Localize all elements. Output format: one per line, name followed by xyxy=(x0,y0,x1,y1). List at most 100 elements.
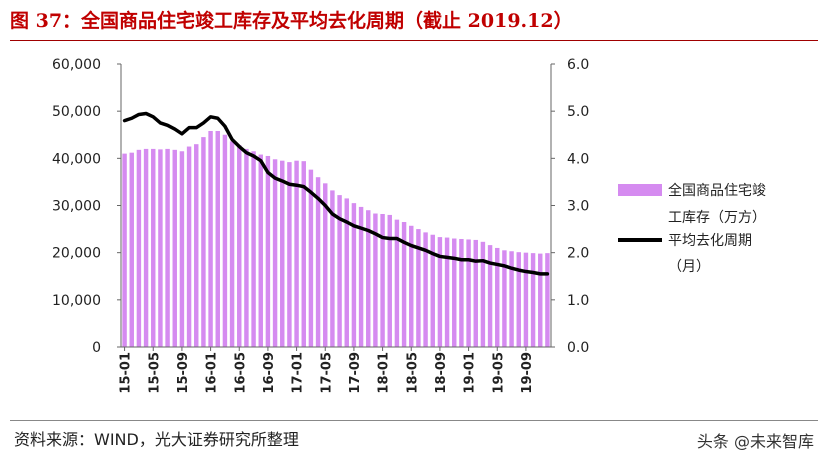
bar xyxy=(208,130,213,347)
bar xyxy=(287,162,292,347)
left-tick-label: 60,000 xyxy=(52,57,101,73)
bar xyxy=(394,219,400,347)
bar xyxy=(416,229,421,347)
x-tick-label: 16-09 xyxy=(262,352,277,394)
legend-line-label: 平均去化周期 xyxy=(668,233,752,249)
bar xyxy=(509,251,514,347)
bar xyxy=(459,238,464,347)
bar xyxy=(330,190,335,347)
bar xyxy=(480,241,486,347)
bar xyxy=(229,141,235,347)
x-tick-label: 17-05 xyxy=(319,352,334,394)
x-tick-label: 17-09 xyxy=(348,352,363,394)
bar xyxy=(244,148,249,347)
bar xyxy=(351,203,357,347)
bar xyxy=(186,146,192,347)
legend-line-label: （月） xyxy=(668,259,710,275)
bar xyxy=(122,153,127,347)
bar xyxy=(487,245,493,347)
bar xyxy=(237,145,242,347)
x-tick-label: 15-01 xyxy=(119,352,134,394)
bar xyxy=(272,159,278,347)
right-tick-label: 3.0 xyxy=(567,199,589,215)
bar xyxy=(437,237,443,347)
watermark: 头条 @未来智库 xyxy=(696,432,814,451)
bar xyxy=(495,247,500,347)
x-tick-label: 15-09 xyxy=(176,352,191,394)
legend-bar-label: 全国商品住宅竣 xyxy=(668,182,766,199)
bar xyxy=(265,155,271,347)
left-tick-label: 30,000 xyxy=(52,199,101,215)
title-rule xyxy=(10,40,818,41)
bar xyxy=(337,195,342,347)
bar xyxy=(409,225,414,347)
bar xyxy=(129,152,134,347)
x-tick-label: 15-05 xyxy=(147,352,162,394)
bar xyxy=(452,238,457,347)
x-tick-label: 19-05 xyxy=(491,352,506,394)
left-tick-label: 40,000 xyxy=(52,151,101,167)
bar xyxy=(165,148,170,347)
bar xyxy=(444,237,450,347)
bar xyxy=(294,160,299,347)
bar xyxy=(373,213,378,347)
bar xyxy=(280,160,285,347)
x-tick-label: 18-05 xyxy=(405,352,420,394)
source-note: 资料来源：WIND，光大证券研究所整理 xyxy=(14,430,299,449)
bar xyxy=(387,214,392,347)
legend-bar-label: 工库存（万方） xyxy=(668,210,766,226)
bar xyxy=(430,234,435,347)
x-tick-label: 16-01 xyxy=(205,352,220,394)
bar xyxy=(423,232,428,347)
chart-title: 图 37：全国商品住宅竣工库存及平均去化周期（截止 2019.12） xyxy=(10,10,573,32)
bar xyxy=(366,210,371,347)
x-tick-label: 19-01 xyxy=(463,352,478,394)
right-tick-label: 0.0 xyxy=(567,340,589,356)
right-tick-label: 2.0 xyxy=(567,246,589,262)
bar xyxy=(380,213,385,347)
bottom-rule xyxy=(10,420,818,421)
x-tick-label: 19-09 xyxy=(520,352,535,394)
bar xyxy=(323,183,328,347)
bar xyxy=(151,148,156,347)
left-tick-label: 50,000 xyxy=(52,104,101,120)
bar xyxy=(401,222,407,347)
bar xyxy=(179,151,185,347)
bar xyxy=(502,250,507,347)
bar xyxy=(344,198,349,347)
legend-bar-swatch xyxy=(618,184,662,196)
bar xyxy=(143,148,149,347)
right-tick-label: 4.0 xyxy=(567,151,589,167)
line-series-path xyxy=(122,111,550,276)
left-tick-label: 0 xyxy=(92,340,101,356)
bar xyxy=(172,149,177,347)
bar xyxy=(473,239,478,347)
bar xyxy=(516,252,521,347)
x-tick-label: 17-01 xyxy=(291,352,306,394)
bar xyxy=(251,151,256,347)
bar xyxy=(201,137,206,347)
bar xyxy=(194,144,199,347)
bar xyxy=(538,253,543,347)
bar xyxy=(523,252,529,347)
x-tick-label: 18-01 xyxy=(377,352,392,394)
bar xyxy=(530,253,536,347)
x-tick-label: 18-09 xyxy=(434,352,449,394)
bar xyxy=(466,239,471,347)
right-tick-label: 5.0 xyxy=(567,104,589,120)
bar xyxy=(136,149,142,347)
right-tick-label: 6.0 xyxy=(567,57,589,73)
right-tick-label: 1.0 xyxy=(567,293,589,309)
bar xyxy=(545,253,550,347)
bar xyxy=(308,169,314,347)
bar xyxy=(222,134,228,347)
bar xyxy=(258,154,263,347)
bar xyxy=(215,130,220,347)
bar xyxy=(315,177,321,347)
bar xyxy=(301,161,306,347)
bar xyxy=(358,206,364,347)
bar xyxy=(158,149,163,347)
x-tick-label: 16-05 xyxy=(233,352,248,394)
left-tick-label: 20,000 xyxy=(52,246,101,262)
